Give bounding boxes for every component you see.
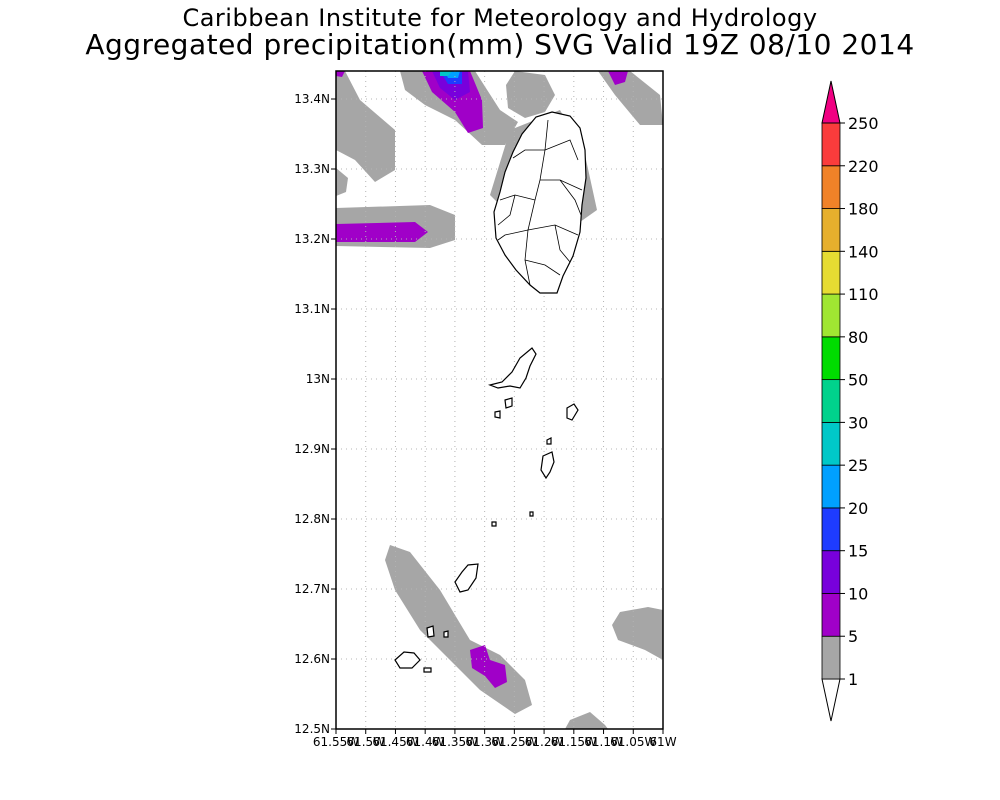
map-title: Caribbean Institute for Meteorology and … [182,4,818,32]
colorbar-label: 80 [848,328,868,347]
lon-tick-label: 61.2W [525,735,564,749]
colorbar-segment [821,421,841,466]
colorbar-label: 110 [848,285,879,304]
islet-7 [426,625,435,638]
lon-tick-label: 61.55W [313,735,359,749]
lat-tick-label: 13N [306,372,330,386]
islet-4 [546,437,552,445]
lat-tick-label: 13.2N [294,232,330,246]
axis-ticks [331,98,664,734]
lat-tick-label: 12.6N [294,652,330,666]
canouan-island [454,563,479,593]
colorbar-segment [821,293,841,338]
mustique-island [540,451,555,480]
colorbar-bottom-arrow [821,678,841,722]
islet-5 [491,521,497,527]
latitude-labels: 13.4N 13.3N 13.2N 13.1N 13N 12.9N 12.8N 12.7N 12… [294,92,330,736]
plot-frame [335,70,664,730]
colorbar-label: 50 [848,371,868,390]
colorbar-top-arrow [821,80,841,124]
saint-vincent-island [493,111,587,294]
lon-tick-label: 61.1W [584,735,623,749]
colorbar-label: 10 [848,584,868,603]
precip-25-30mm-areas [440,71,452,76]
lat-tick-label: 12.9N [294,442,330,456]
colorbar-segment [821,635,841,680]
lon-tick-label: 61.25W [491,735,537,749]
lat-tick-label: 13.4N [294,92,330,106]
plot-area [336,71,663,729]
colorbar-label: 180 [848,200,879,219]
colorbar-segment [821,550,841,594]
lon-tick-label: 61.15W [551,735,597,749]
union-island [394,651,421,669]
colorbar-segment [821,122,841,167]
lat-tick-label: 12.7N [294,582,330,596]
islet-2 [494,410,501,419]
watershed-lines [497,119,583,286]
colorbar-label: 30 [848,413,868,432]
lon-tick-label: 61.45W [372,735,418,749]
colorbar-segment [821,208,841,252]
colorbar-segment [821,165,841,209]
colorbar-label: 25 [848,456,868,475]
lon-tick-label: 61.4W [406,735,445,749]
colorbar-segment [821,250,841,295]
colorbar-segment [821,336,841,381]
islet-3 [566,403,579,421]
lon-tick-label: 61W [649,735,676,749]
islet-8 [443,630,449,638]
lon-tick-label: 61.3W [465,735,504,749]
colorbar-label: 15 [848,542,868,561]
colorbar-segment [821,593,841,637]
lat-tick-label: 12.5N [294,722,330,736]
longitude-labels: 61.55W61.5W61.45W61.4W61.35W61.3W61.25W6… [313,735,677,749]
lat-tick-label: 12.8N [294,512,330,526]
coastlines [394,111,587,673]
map-subtitle: Aggregated precipitation(mm) SVG Valid 1… [85,28,915,61]
colorbar-segment [821,507,841,552]
islet-1 [504,397,513,409]
colorbar-label: 250 [848,114,879,133]
colorbar-label: 220 [848,157,879,176]
lon-tick-label: 61.35W [432,735,478,749]
colorbar-label: 20 [848,499,868,518]
islet-9 [423,667,432,673]
colorbar-segment [821,464,841,509]
lon-tick-label: 61.5W [346,735,385,749]
colorbar-label: 140 [848,242,879,261]
colorbar-segment [821,379,841,423]
lon-tick-label: 61.05W [610,735,656,749]
bequia-island [487,347,537,389]
lat-tick-label: 13.1N [294,302,330,316]
islet-6 [529,511,534,517]
colorbar-label: 5 [848,627,858,646]
colorbar-label: 1 [848,670,858,689]
lat-tick-label: 13.3N [294,162,330,176]
